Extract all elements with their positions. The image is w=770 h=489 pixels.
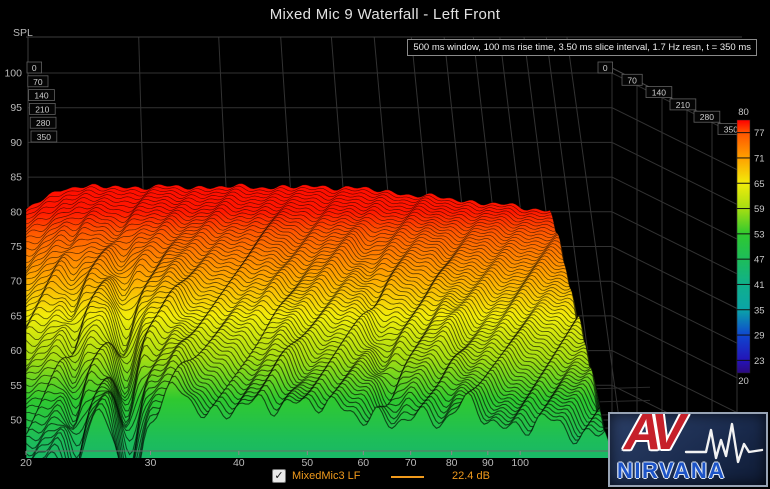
waterfall-surface (26, 183, 613, 458)
legend-value: 22.4 dB (452, 470, 490, 482)
legend-row: ✓ MixedMic3 LF 22.4 dB (0, 468, 770, 486)
freq-tick-20: 20 (20, 457, 32, 469)
colorbar-tick-80: 80 (738, 107, 749, 118)
freq-tick-50: 50 (301, 457, 313, 469)
time-label-left-140: 140 (34, 91, 48, 101)
time-label-right-140: 140 (652, 88, 666, 98)
freq-tick-40: 40 (233, 457, 245, 469)
waveform-icon (684, 422, 764, 464)
time-label-left-350: 350 (37, 132, 51, 142)
freq-tick-80: 80 (446, 457, 458, 469)
time-label-right-280: 280 (700, 112, 714, 122)
logo-av-text: AV (624, 412, 685, 461)
colorbar-tick-35: 35 (754, 305, 765, 316)
time-label-left-210: 210 (35, 104, 49, 114)
freq-tick-100: 100 (511, 457, 529, 469)
colorbar-tick-47: 47 (754, 255, 765, 266)
time-label-right-70: 70 (627, 75, 637, 85)
spl-tick-50: 50 (10, 415, 22, 427)
spl-tick-100: 100 (4, 68, 22, 80)
time-label-right-0: 0 (603, 63, 608, 73)
spl-tick-75: 75 (10, 241, 22, 253)
time-label-left-280: 280 (36, 118, 50, 128)
spl-tick-85: 85 (10, 172, 22, 184)
colorbar-tick-65: 65 (754, 179, 765, 190)
measurement-info-box: 500 ms window, 100 ms rise time, 3.50 ms… (407, 39, 757, 56)
colorbar-tick-29: 29 (754, 331, 765, 342)
freq-tick-90: 90 (482, 457, 494, 469)
logo-nirvana-text: NIRVANA (617, 458, 726, 483)
colorbar-tick-77: 77 (754, 128, 765, 139)
spl-axis-label: SPL (13, 27, 33, 39)
spl-tick-65: 65 (10, 310, 22, 322)
spl-tick-55: 55 (10, 380, 22, 392)
freq-tick-60: 60 (357, 457, 369, 469)
time-label-right-350: 350 (724, 125, 738, 135)
spl-tick-90: 90 (10, 137, 22, 149)
legend-series-label[interactable]: MixedMic3 LF (292, 470, 361, 482)
legend-color-swatch-line (391, 476, 424, 478)
av-nirvana-logo: AV NIRVANA (608, 412, 768, 487)
spl-tick-70: 70 (10, 276, 22, 288)
spl-tick-95: 95 (10, 102, 22, 114)
spl-tick-60: 60 (10, 345, 22, 357)
spl-tick-80: 80 (10, 206, 22, 218)
colorbar: 77 71 65 59 53 47 41 35 29 23 80 20 (736, 107, 765, 387)
colorbar-tick-41: 41 (754, 280, 765, 291)
freq-tick-70: 70 (405, 457, 417, 469)
time-label-left-0: 0 (32, 63, 37, 73)
colorbar-tick-20: 20 (738, 376, 749, 387)
colorbar-tick-59: 59 (754, 204, 765, 215)
time-label-left-70: 70 (33, 77, 43, 87)
page-title: Mixed Mic 9 Waterfall - Left Front (269, 6, 501, 23)
colorbar-tick-71: 71 (754, 153, 765, 164)
colorbar-tick-23: 23 (754, 356, 765, 367)
legend-checkbox[interactable]: ✓ (272, 469, 286, 483)
colorbar-tick-53: 53 (754, 229, 765, 240)
freq-tick-30: 30 (145, 457, 157, 469)
time-label-right-210: 210 (676, 100, 690, 110)
